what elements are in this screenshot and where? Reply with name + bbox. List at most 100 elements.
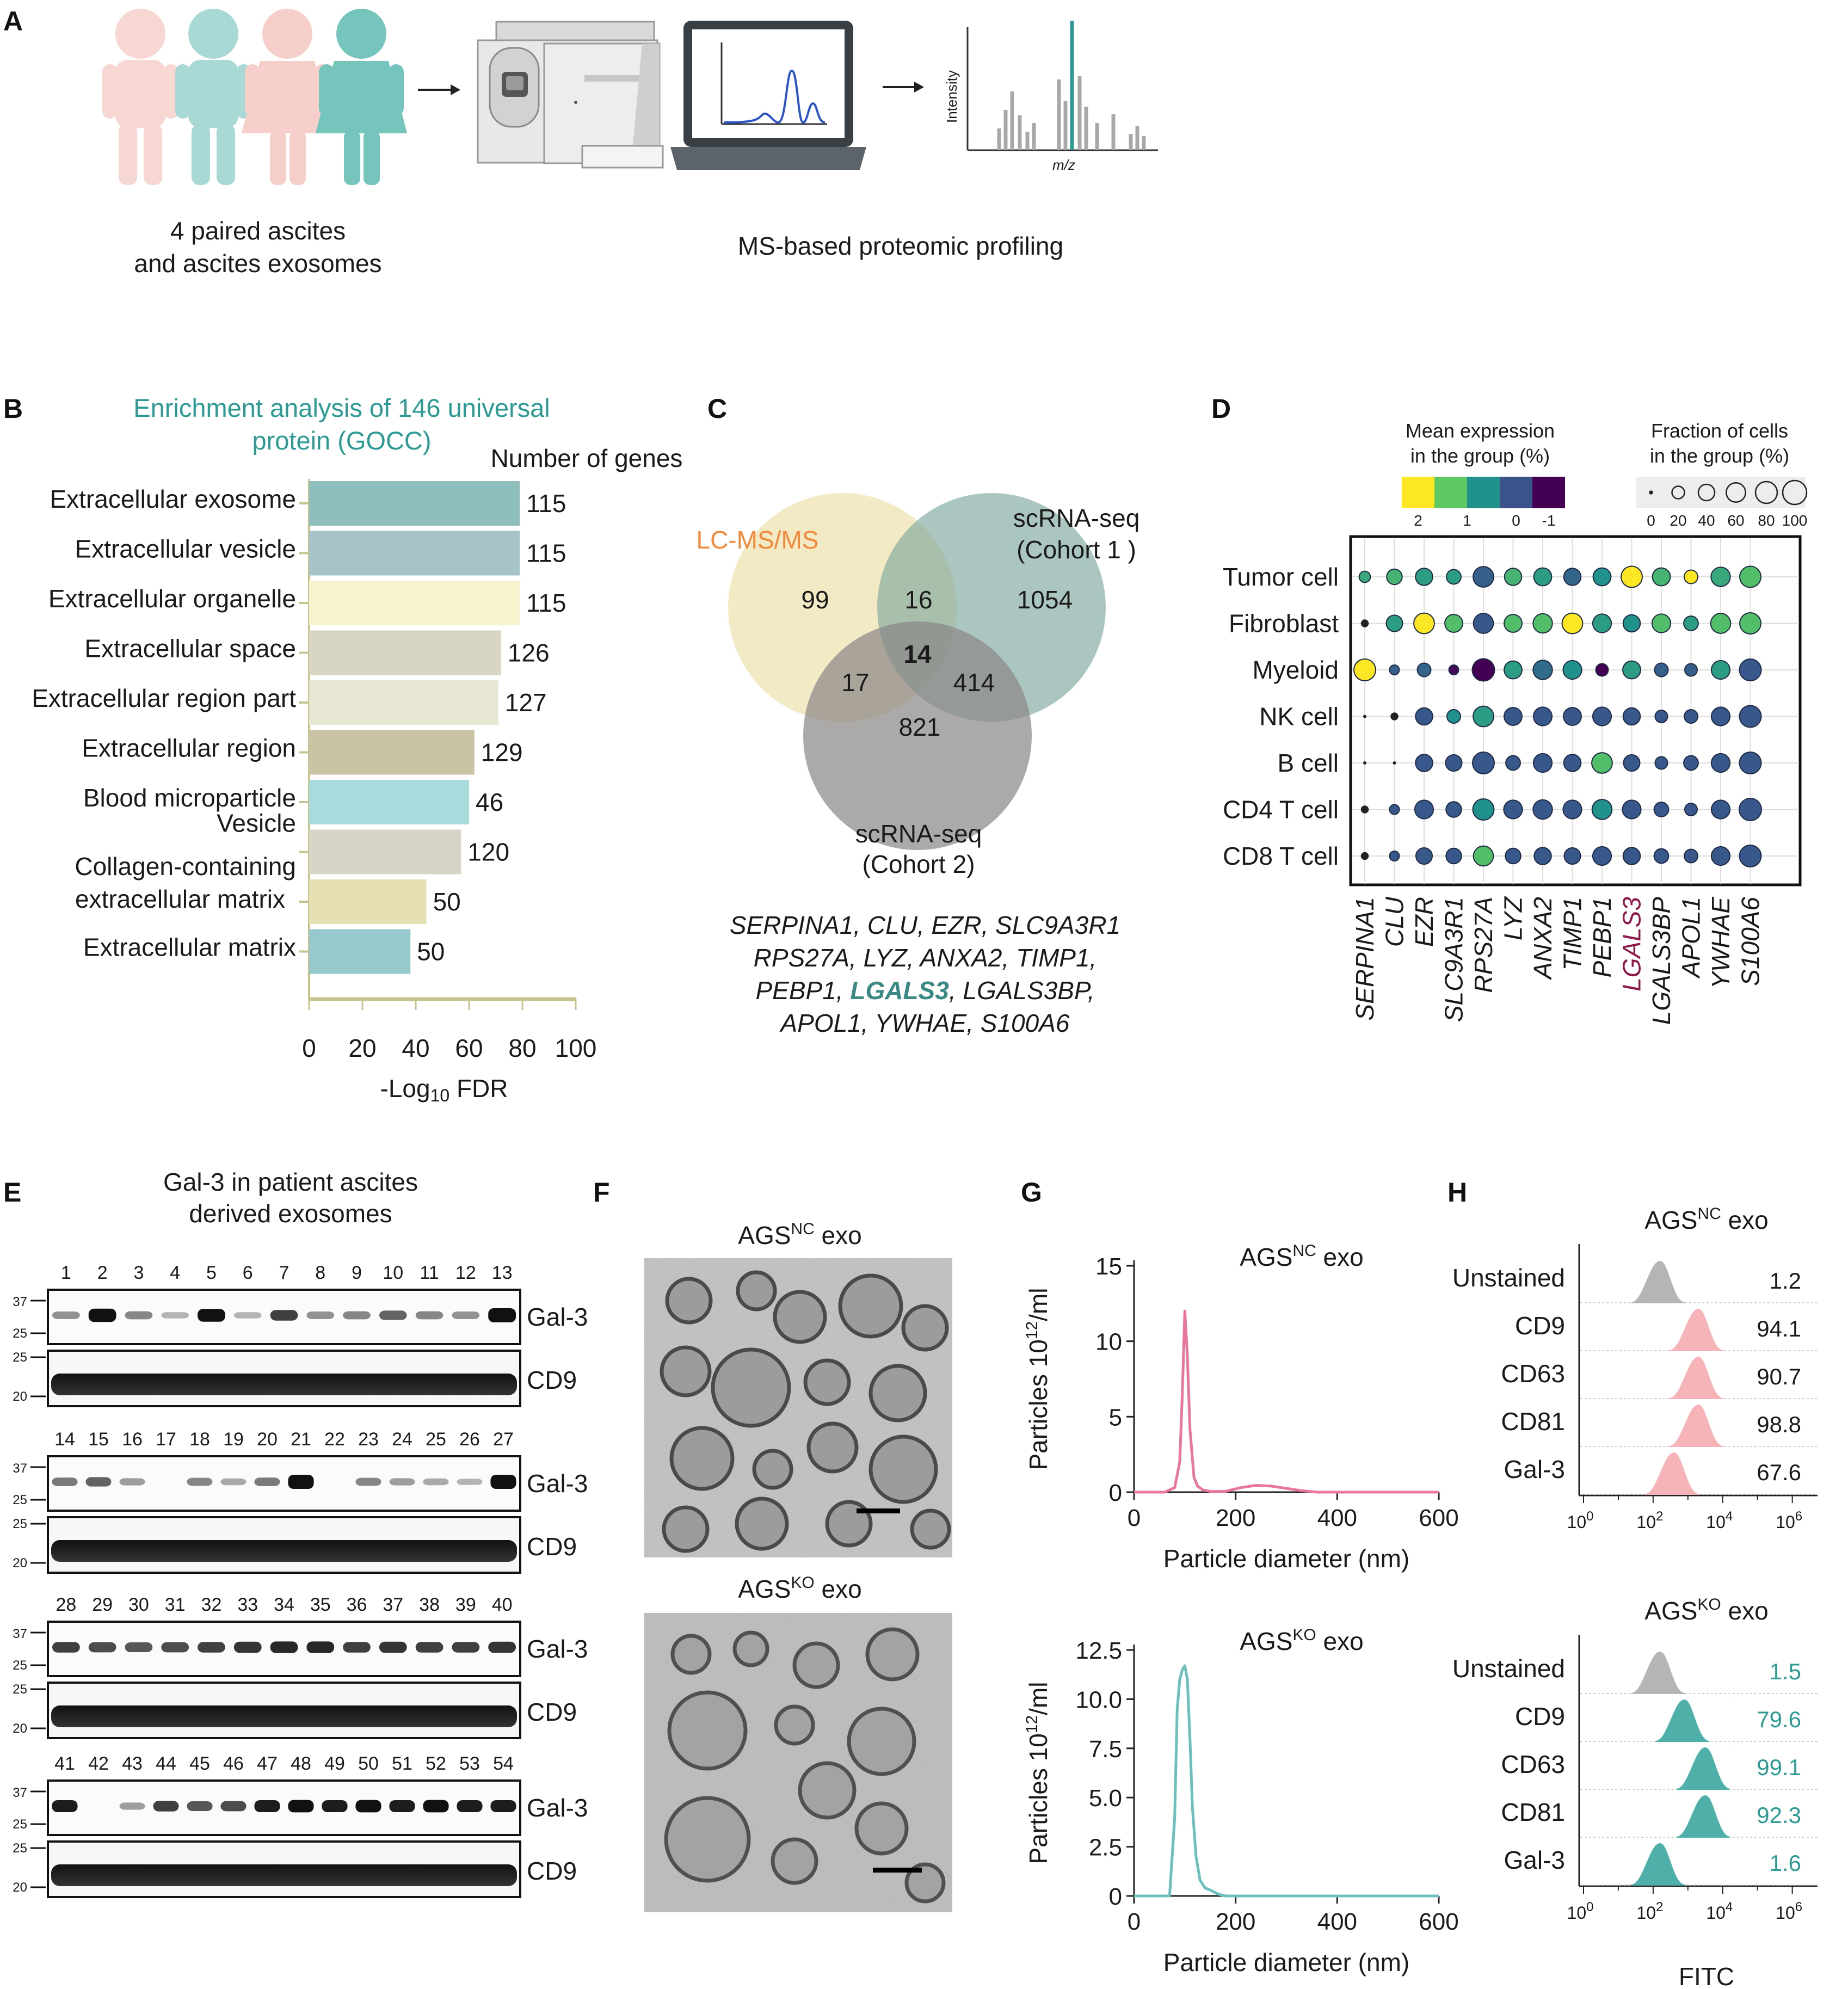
e-band (88, 1642, 116, 1653)
e-band (343, 1642, 371, 1653)
e-mw-marker: 37 (13, 1461, 27, 1476)
h-histogram (1676, 1747, 1730, 1790)
h-x-tick-label: 106 (1776, 1509, 1802, 1532)
h-histogram (1631, 1651, 1685, 1694)
d-row-label: NK cell (1259, 703, 1339, 731)
d-dot (1415, 568, 1433, 586)
d-dot (1710, 846, 1731, 866)
d-dot (1561, 612, 1584, 635)
e-lane-number: 32 (201, 1594, 222, 1615)
h-x-tick-label: 102 (1636, 1900, 1663, 1923)
h-percent-value: 92.3 (1757, 1802, 1801, 1828)
b-gene-count: 115 (526, 489, 566, 518)
h-x-tick-label: 104 (1706, 1509, 1733, 1532)
d-dot (1654, 662, 1669, 678)
e-mw-marker: 37 (13, 1295, 27, 1309)
e-lane-number: 38 (419, 1594, 440, 1615)
e-lane-number: 30 (128, 1594, 149, 1615)
d-dot (1738, 797, 1763, 822)
g-x-axis-label: Particle diameter (nm) (1163, 1948, 1409, 1976)
dotplot-dots: Tumor cell Fibroblast Myeloid NK cell B cell… (1223, 538, 1799, 1025)
color-legend-bar (1402, 477, 1565, 508)
d-row-label: CD8 T cell (1223, 842, 1339, 870)
d-gene-label: EZR (1410, 897, 1438, 947)
e-band (423, 1478, 449, 1486)
d-dot (1413, 612, 1435, 635)
d-dot (1532, 753, 1553, 773)
color-legend-tick: 1 (1463, 512, 1471, 529)
d-dot (1592, 613, 1612, 633)
e-band (457, 1479, 483, 1485)
panel-a-caption-left-2: and ascites exosomes (134, 249, 381, 278)
e-band (52, 1311, 80, 1319)
h-row-label: Unstained (1452, 1654, 1565, 1683)
panel-b-bar-chart: 115 Extracellular exosome 115 Extracellular… (32, 479, 596, 1062)
e-mw-marker: 25 (13, 1841, 27, 1856)
venn-count-only-cohort2: 821 (899, 713, 941, 741)
g-y-axis-label: Particles 1012/ml (1023, 1288, 1052, 1470)
panel-b-title-2: protein (GOCC) (252, 426, 431, 455)
panel-d-label: D (1211, 393, 1231, 424)
scale-bar (857, 1508, 900, 1513)
d-gene-label: LGALS3 (1618, 897, 1646, 992)
e-band (161, 1642, 189, 1653)
e-band (389, 1478, 415, 1486)
g-x-tick-label: 0 (1128, 1505, 1141, 1531)
h-x-tick-label: 102 (1636, 1509, 1663, 1532)
h-row-label: CD63 (1501, 1359, 1565, 1388)
g-y-tick-label: 7.5 (1089, 1736, 1122, 1763)
d-dot (1653, 848, 1670, 864)
d-dot (1592, 846, 1612, 866)
e-lane-number: 4 (170, 1263, 180, 1283)
e-lane-number: 13 (492, 1263, 513, 1283)
d-dot (1363, 761, 1366, 765)
e-band (125, 1311, 153, 1320)
d-dot (1503, 799, 1523, 820)
b-category-label: Extracellular matrix (83, 933, 296, 962)
panel-a-label: A (3, 6, 23, 36)
venn-count-only-cohort1: 1054 (1017, 586, 1073, 614)
h-percent-value: 79.6 (1757, 1707, 1801, 1732)
d-dot (1739, 845, 1762, 867)
d-dot (1739, 752, 1762, 774)
b-x-tick-label: 40 (402, 1034, 429, 1062)
panel-f-label: F (593, 1177, 610, 1208)
panel-e-label: E (3, 1177, 21, 1208)
b-bar (309, 829, 461, 875)
d-dot (1444, 614, 1463, 633)
b-gene-count: 115 (526, 539, 566, 568)
g-y-tick-label: 0 (1109, 1480, 1122, 1506)
e-band (198, 1642, 225, 1653)
panel-b: B Enrichment analysis of 146 universal p… (3, 393, 682, 1105)
d-dot (1684, 663, 1698, 677)
e-label-cd9: CD9 (527, 1698, 577, 1726)
venn-label-cohort2-2: (Cohort 2) (862, 850, 975, 878)
e-lane-number: 12 (455, 1263, 476, 1283)
h-chart-title: AGSKO exo (1644, 1596, 1768, 1625)
b-bar (309, 581, 520, 625)
g-y-tick-label: 5 (1109, 1404, 1122, 1431)
d-dot (1445, 847, 1462, 865)
d-dot (1592, 706, 1612, 726)
size-legend-tick: 20 (1670, 512, 1686, 529)
e-band (254, 1477, 280, 1486)
d-row-label: Tumor cell (1223, 563, 1339, 591)
e-blot-gal3 (47, 1779, 521, 1836)
panel-f-title-nc: AGSNC exo (738, 1220, 861, 1249)
d-dot (1385, 614, 1403, 632)
b-x-tick-label: 20 (348, 1034, 376, 1062)
h-row-label: CD81 (1501, 1407, 1565, 1436)
color-legend-tick: 2 (1414, 512, 1422, 529)
e-band (322, 1800, 348, 1812)
e-band (52, 1800, 78, 1812)
d-dot (1473, 613, 1494, 634)
e-band (490, 1800, 516, 1812)
e-lane-number: 19 (223, 1429, 244, 1450)
d-gene-label: SERPINA1 (1351, 897, 1379, 1021)
h-row-label: CD9 (1515, 1311, 1565, 1340)
d-row-label: Myeloid (1252, 656, 1339, 684)
e-lane-number: 47 (257, 1753, 278, 1774)
e-lane-number: 16 (122, 1429, 143, 1450)
size-legend-dot (1782, 479, 1808, 506)
g-y-axis-label: Particles 1012/ml (1023, 1682, 1052, 1864)
